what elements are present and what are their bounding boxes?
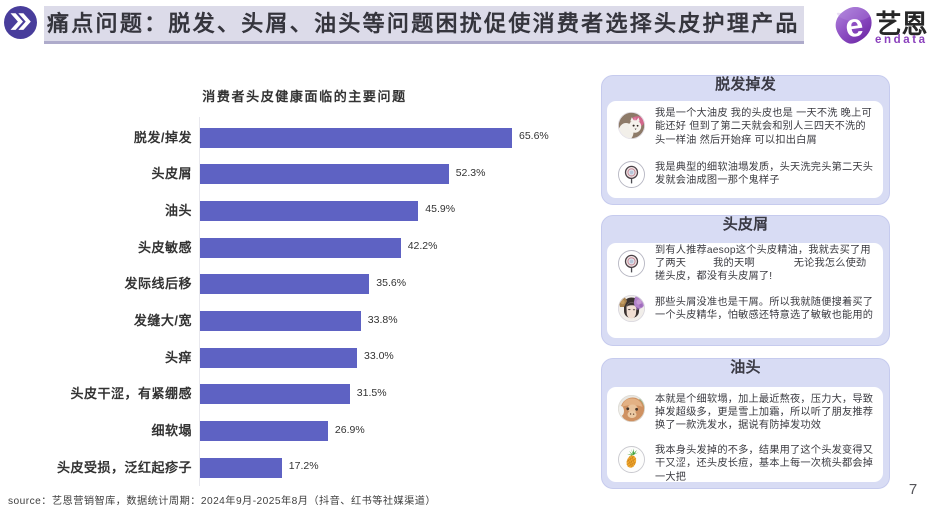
svg-text:e: e (843, 6, 866, 44)
svg-text:艺恩: 艺恩 (876, 9, 928, 39)
svg-text:endata: endata (875, 34, 928, 46)
